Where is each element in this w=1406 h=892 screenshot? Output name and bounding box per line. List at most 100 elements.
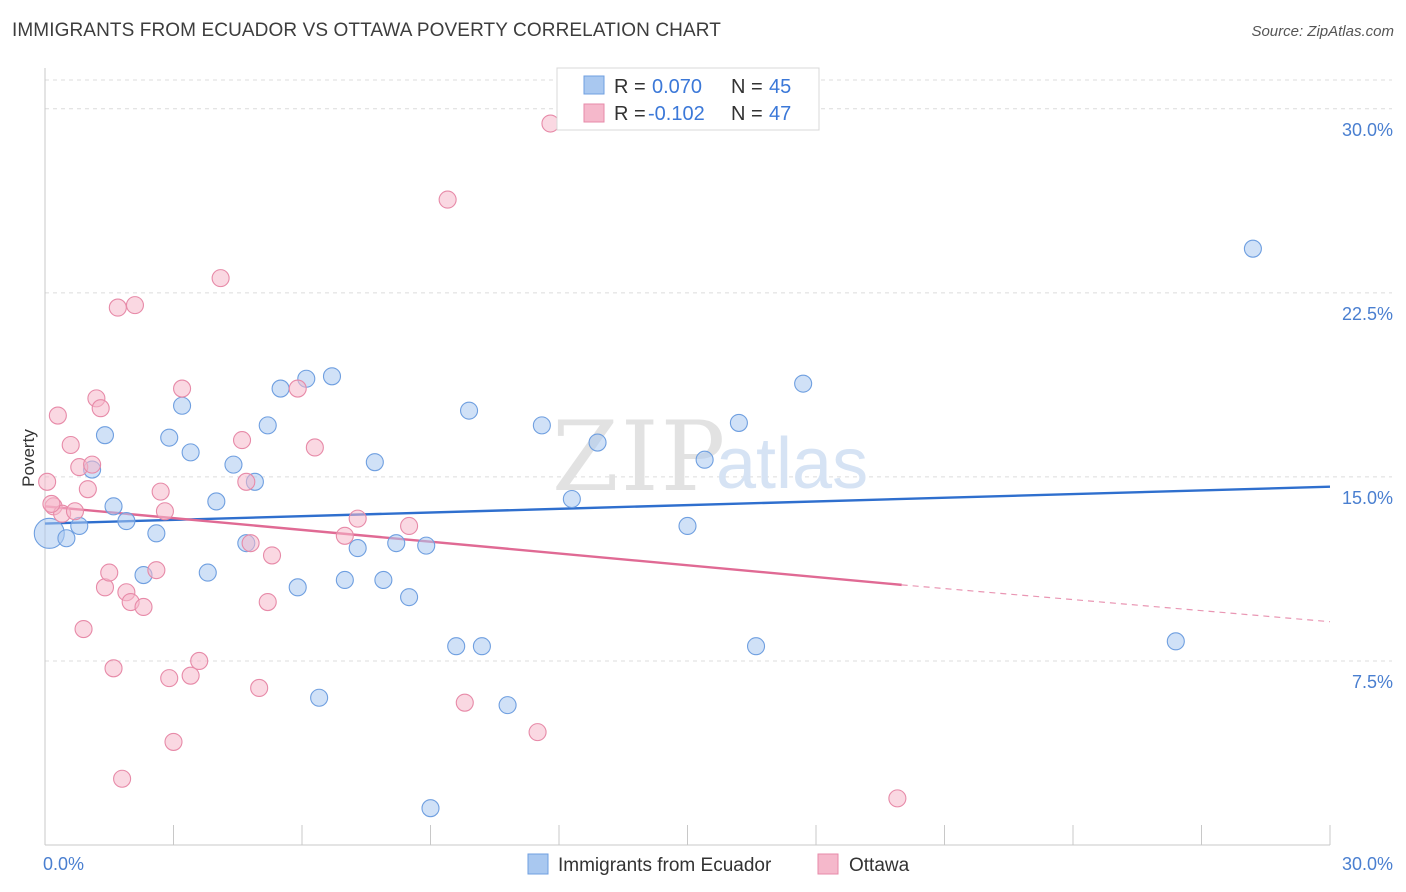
data-point-ottawa [48, 406, 67, 425]
data-point-ottawa [61, 435, 80, 455]
legend-n-value-ottawa: 47 [769, 103, 791, 125]
x-tick-label: 30.0% [1342, 854, 1393, 874]
data-point-ecuador [498, 696, 517, 715]
data-point-ecuador [173, 396, 192, 415]
data-point-ottawa [888, 789, 907, 808]
data-point-ottawa [211, 269, 230, 288]
bottom-legend-label-ecuador: Immigrants from Ecuador [558, 855, 772, 876]
data-point-ottawa [65, 502, 85, 521]
data-point-ottawa [232, 431, 252, 450]
legend-r-label-ottawa: R = [614, 103, 646, 125]
data-point-ottawa [181, 666, 200, 685]
x-tick-labels: 0.0% 30.0% [43, 854, 1393, 874]
data-point-ecuador [387, 534, 406, 553]
data-point-ottawa [155, 502, 174, 521]
data-point-ecuador [447, 637, 466, 656]
trend-lines [44, 485, 1331, 623]
data-point-ottawa [262, 546, 282, 565]
legend-n-label-ecuador: N = [731, 76, 763, 98]
data-point-ottawa [147, 561, 166, 580]
data-point-ottawa [528, 723, 547, 742]
data-point-ecuador [746, 637, 766, 656]
data-point-ottawa [83, 455, 102, 474]
legend-swatch-ecuador [583, 75, 605, 95]
data-point-ecuador [147, 524, 166, 543]
data-point-ecuador [160, 428, 179, 447]
data-point-ottawa [151, 482, 170, 501]
data-point-ottawa [305, 438, 324, 457]
data-point-ottawa [164, 732, 183, 751]
data-point-ottawa [38, 472, 57, 491]
x-tick-label: 0.0% [43, 854, 84, 874]
data-point-ottawa [104, 659, 123, 678]
legend-r-label-ecuador: R = [614, 76, 646, 98]
data-point-ottawa [190, 651, 209, 671]
data-point-ottawa [134, 597, 153, 617]
data-point-ottawa [241, 534, 260, 553]
data-point-ecuador [678, 516, 697, 536]
data-point-ecuador [365, 453, 384, 472]
data-point-ecuador [588, 433, 607, 452]
trend-line-extension-ottawa [901, 584, 1331, 623]
data-point-ecuador [729, 413, 748, 432]
y-tick-label: 15.0% [1342, 488, 1393, 508]
data-point-ecuador [224, 455, 243, 474]
stats-legend: R = 0.070 N = 45 R = -0.102 N = 47 [556, 67, 820, 131]
watermark-atlas: atlas [716, 424, 868, 504]
data-point-ecuador [335, 570, 354, 590]
y-axis-label: Poverty [19, 429, 38, 487]
data-point-ecuador [532, 416, 551, 435]
chart-title: IMMIGRANTS FROM ECUADOR VS OTTAWA POVERT… [12, 20, 721, 41]
source-label: Source: ZipAtlas.com [1251, 23, 1394, 40]
data-point-ecuador [348, 539, 367, 558]
data-point-ecuador [57, 529, 76, 548]
data-point-ecuador [322, 367, 342, 386]
data-point-ecuador [95, 426, 115, 445]
y-tick-label: 7.5% [1352, 672, 1393, 692]
data-point-ottawa [237, 472, 256, 491]
data-point-ottawa [100, 563, 119, 582]
data-points [33, 114, 1262, 818]
axes [44, 68, 1331, 846]
data-point-ottawa [250, 678, 269, 697]
data-point-ottawa [78, 480, 97, 499]
data-point-ottawa [42, 494, 61, 513]
data-point-ottawa [288, 379, 307, 398]
data-point-ottawa [74, 620, 93, 639]
legend-r-value-ecuador: 0.070 [652, 76, 702, 98]
grid-lines [45, 79, 1392, 662]
y-tick-label: 30.0% [1342, 120, 1393, 140]
series-legend: Immigrants from Ecuador Ottawa [527, 853, 910, 876]
trend-line-ecuador [44, 485, 1331, 525]
trend-line-ottawa [44, 505, 902, 587]
data-point-ecuador [695, 450, 714, 469]
data-point-ottawa [113, 769, 132, 788]
legend-swatch-ottawa [583, 103, 605, 123]
data-point-ottawa [455, 693, 474, 712]
data-point-ottawa [348, 509, 367, 528]
data-point-ecuador [258, 416, 277, 435]
data-point-ecuador [198, 563, 217, 582]
data-point-ecuador [181, 443, 200, 462]
legend-n-label-ottawa: N = [731, 103, 763, 125]
data-point-ottawa [108, 298, 127, 317]
data-point-ottawa [125, 296, 144, 315]
data-point-ecuador [421, 799, 440, 818]
data-point-ottawa [541, 114, 560, 133]
data-point-ecuador [117, 512, 136, 531]
data-point-ecuador [207, 492, 226, 511]
bottom-legend-label-ottawa: Ottawa [849, 855, 910, 876]
data-point-ecuador [400, 588, 419, 607]
data-point-ecuador [1166, 632, 1185, 651]
data-point-ecuador [288, 578, 307, 597]
data-point-ecuador [310, 688, 329, 707]
data-point-ottawa [335, 526, 354, 545]
data-point-ottawa [160, 669, 179, 688]
y-tick-label: 22.5% [1342, 304, 1393, 324]
legend-r-value-ottawa: -0.102 [648, 103, 705, 125]
data-point-ecuador [417, 536, 436, 555]
legend-n-value-ecuador: 45 [769, 76, 791, 98]
data-point-ottawa [258, 593, 277, 612]
data-point-ottawa [91, 399, 110, 418]
